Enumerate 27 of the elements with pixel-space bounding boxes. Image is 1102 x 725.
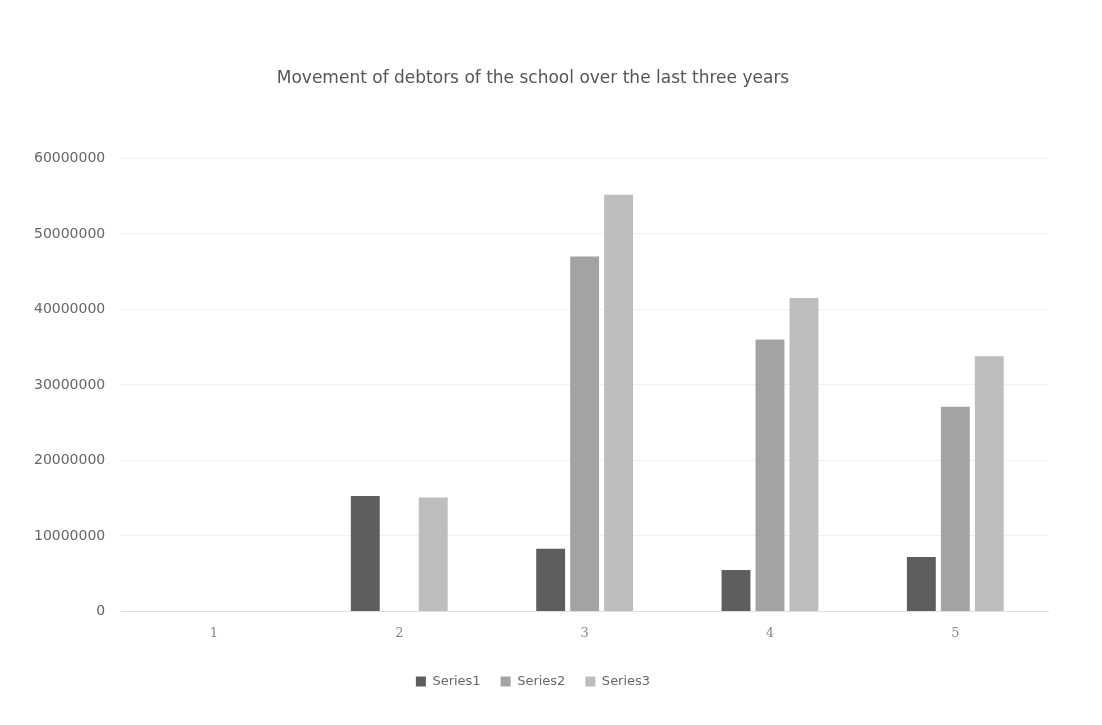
y-tick-label: 40000000 bbox=[33, 300, 106, 317]
bar bbox=[350, 495, 380, 611]
y-tick-label: 10000000 bbox=[33, 526, 106, 543]
bar bbox=[940, 406, 970, 611]
bar bbox=[418, 497, 448, 611]
bar bbox=[789, 298, 819, 611]
legend-label: Series2 bbox=[517, 672, 566, 688]
x-tick-label: 5 bbox=[951, 624, 960, 640]
x-tick-label: 4 bbox=[765, 624, 775, 640]
bar bbox=[906, 557, 936, 611]
x-tick-label: 3 bbox=[580, 624, 589, 640]
y-tick-label: 60000000 bbox=[33, 149, 106, 166]
legend-label: Series3 bbox=[601, 672, 651, 688]
legend-label: Series1 bbox=[432, 672, 481, 688]
y-tick-label: 0 bbox=[96, 602, 106, 619]
x-tick-label: 2 bbox=[395, 624, 404, 640]
bar bbox=[721, 569, 751, 611]
y-tick-label: 20000000 bbox=[33, 451, 106, 468]
bar bbox=[536, 548, 566, 611]
y-tick-label: 30000000 bbox=[33, 375, 106, 392]
y-tick-label: 50000000 bbox=[33, 224, 106, 241]
bar bbox=[755, 339, 785, 611]
bar bbox=[974, 356, 1004, 611]
x-tick-label: 1 bbox=[209, 624, 219, 640]
bar bbox=[570, 256, 600, 611]
bar bbox=[604, 194, 634, 611]
chart-title: Movement of debtors of the school over the last three years bbox=[276, 66, 790, 87]
